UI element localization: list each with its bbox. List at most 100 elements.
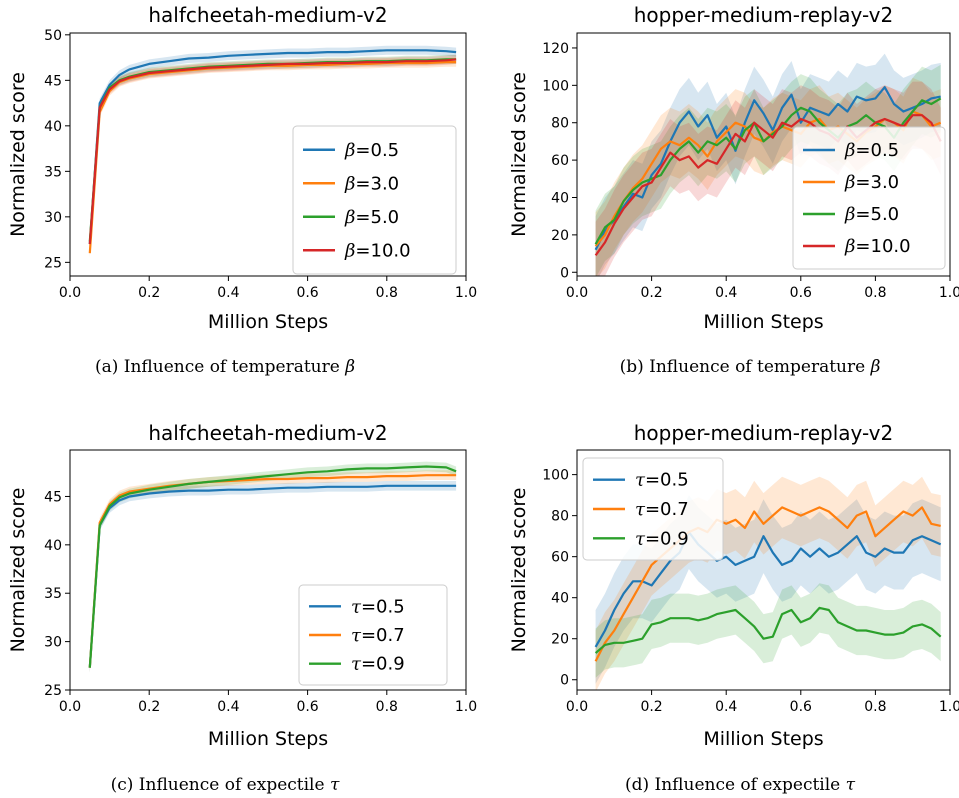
legend-entry: β=0.5 [344,140,399,161]
chart-panel-3: 0.0 0.2 0.4 0.6 0.8 1.0 25 30 35 40 45 halfcheetah-… [7,421,477,795]
legend-symbol: τ [351,625,362,646]
legend-symbol: β [344,140,355,161]
y-tick-label: 120 [542,41,569,57]
y-tick-label: 40 [44,538,62,554]
series-band-1 [89,481,457,673]
legend-value: =3.0 [855,172,899,193]
x-axis-label: Million Steps [703,728,823,750]
plot-area [88,45,457,258]
legend-entry: β=3.0 [844,172,899,193]
y-tick-label: 20 [551,228,569,244]
x-tick-label: 0.0 [566,699,588,715]
legend-entry: τ=0.5 [635,470,689,491]
legend-entry: β=10.0 [344,240,411,261]
x-tick-label: 0.4 [715,285,737,301]
legend: β=0.5β=3.0β=5.0β=10.0 [792,126,946,270]
legend-value: =0.5 [361,596,405,617]
legend-value: =0.9 [361,654,405,675]
y-tick-label: 40 [551,190,569,206]
x-tick-label: 0.8 [864,699,886,715]
legend-box [298,584,448,686]
y-tick-label: 45 [44,73,62,89]
legend-symbol: β [344,173,355,194]
series-band-4 [89,54,457,249]
legend-symbol: β [844,204,855,225]
panel-caption: (b) Influence of temperature β [620,357,881,377]
legend-value: =10.0 [855,236,910,257]
x-tick-label: 0.2 [640,285,662,301]
caption-text: (b) Influence of temperature [620,357,871,377]
y-axis-label: Normalized score [508,72,530,237]
x-tick-label: 0.0 [566,285,588,301]
y-tick-label: 25 [44,683,62,699]
x-tick-label: 0.6 [296,699,318,715]
caption-text: (a) Influence of temperature [95,357,345,377]
y-axis-label: Normalized score [7,488,29,653]
legend: τ=0.5τ=0.7τ=0.9 [582,457,724,561]
legend-entry: β=10.0 [844,236,911,257]
legend-entry: β=5.0 [844,204,899,225]
legend-symbol: τ [351,596,362,617]
series-line-3 [594,606,942,654]
plot-frame [576,449,951,691]
x-tick-label: 0.2 [640,699,662,715]
x-tick-label: 0.6 [296,285,318,301]
y-tick-label: 80 [551,116,569,132]
x-tick-label: 0.2 [138,699,160,715]
y-axis-label: Normalized score [508,488,530,653]
x-tick-label: 1.0 [939,285,959,301]
y-tick-label: 80 [551,509,569,525]
series-band-3 [595,583,941,678]
y-tick-label: 60 [551,153,569,169]
plot-area [88,461,457,673]
x-tick-label: 0.2 [138,285,160,301]
y-tick-label: 0 [560,673,569,689]
series-line-4 [88,58,457,245]
legend-value: =5.0 [355,207,399,228]
legend-entry: τ=0.5 [351,596,405,617]
legend-value: =0.7 [361,625,405,646]
chart-panel-2: 0.0 0.2 0.4 0.6 0.8 1.0 0 20 40 60 80 100 120 hopper-… [508,3,959,377]
y-axis-label: Normalized score [7,72,29,237]
legend-value: =10.0 [355,240,410,261]
plot-frame [69,449,467,691]
series-line-1 [594,86,941,251]
legend-value: =0.9 [645,528,689,549]
x-tick-label: 0.0 [59,285,81,301]
caption-text: (c) Influence of expectile [111,775,330,795]
y-tick-label: 40 [551,591,569,607]
legend-symbol: β [844,172,855,193]
y-tick-label: 20 [551,632,569,648]
x-tick-label: 0.4 [217,285,239,301]
chart-panel-4: 0.0 0.2 0.4 0.6 0.8 1.0 0 20 40 60 80 100 hopper-med… [508,421,959,795]
legend-symbol: τ [635,499,646,520]
plot-frame [576,32,951,277]
legend-value: =0.5 [855,140,899,161]
y-tick-label: 30 [44,210,62,226]
chart-panel-1: 0.0 0.2 0.4 0.6 0.8 1.0 25 30 35 40 45 50 halfcheeta… [7,3,477,377]
chart-title: halfcheetah-medium-v2 [148,421,387,445]
legend-symbol: τ [635,528,646,549]
legend-symbol: τ [635,470,646,491]
legend-value: =3.0 [355,173,399,194]
y-tick-label: 60 [551,550,569,566]
series-band-2 [89,470,457,673]
legend-entry: β=3.0 [344,173,399,194]
x-tick-label: 0.4 [217,699,239,715]
series-line-1 [88,49,457,245]
series-line-2 [594,506,941,662]
chart-title: hopper-medium-replay-v2 [634,3,894,27]
series-line-1 [594,531,942,648]
legend-entry: τ=0.7 [351,625,405,646]
chart-title: hopper-medium-replay-v2 [634,421,894,445]
legend-entry: τ=0.9 [635,528,689,549]
x-tick-label: 1.0 [939,699,959,715]
x-tick-label: 0.4 [715,699,737,715]
legend-symbol: β [344,240,355,261]
y-tick-label: 100 [542,78,569,94]
y-tick-label: 35 [44,586,62,602]
y-tick-label: 100 [542,468,569,484]
y-tick-label: 40 [44,119,62,135]
caption-symbol: τ [330,775,340,795]
